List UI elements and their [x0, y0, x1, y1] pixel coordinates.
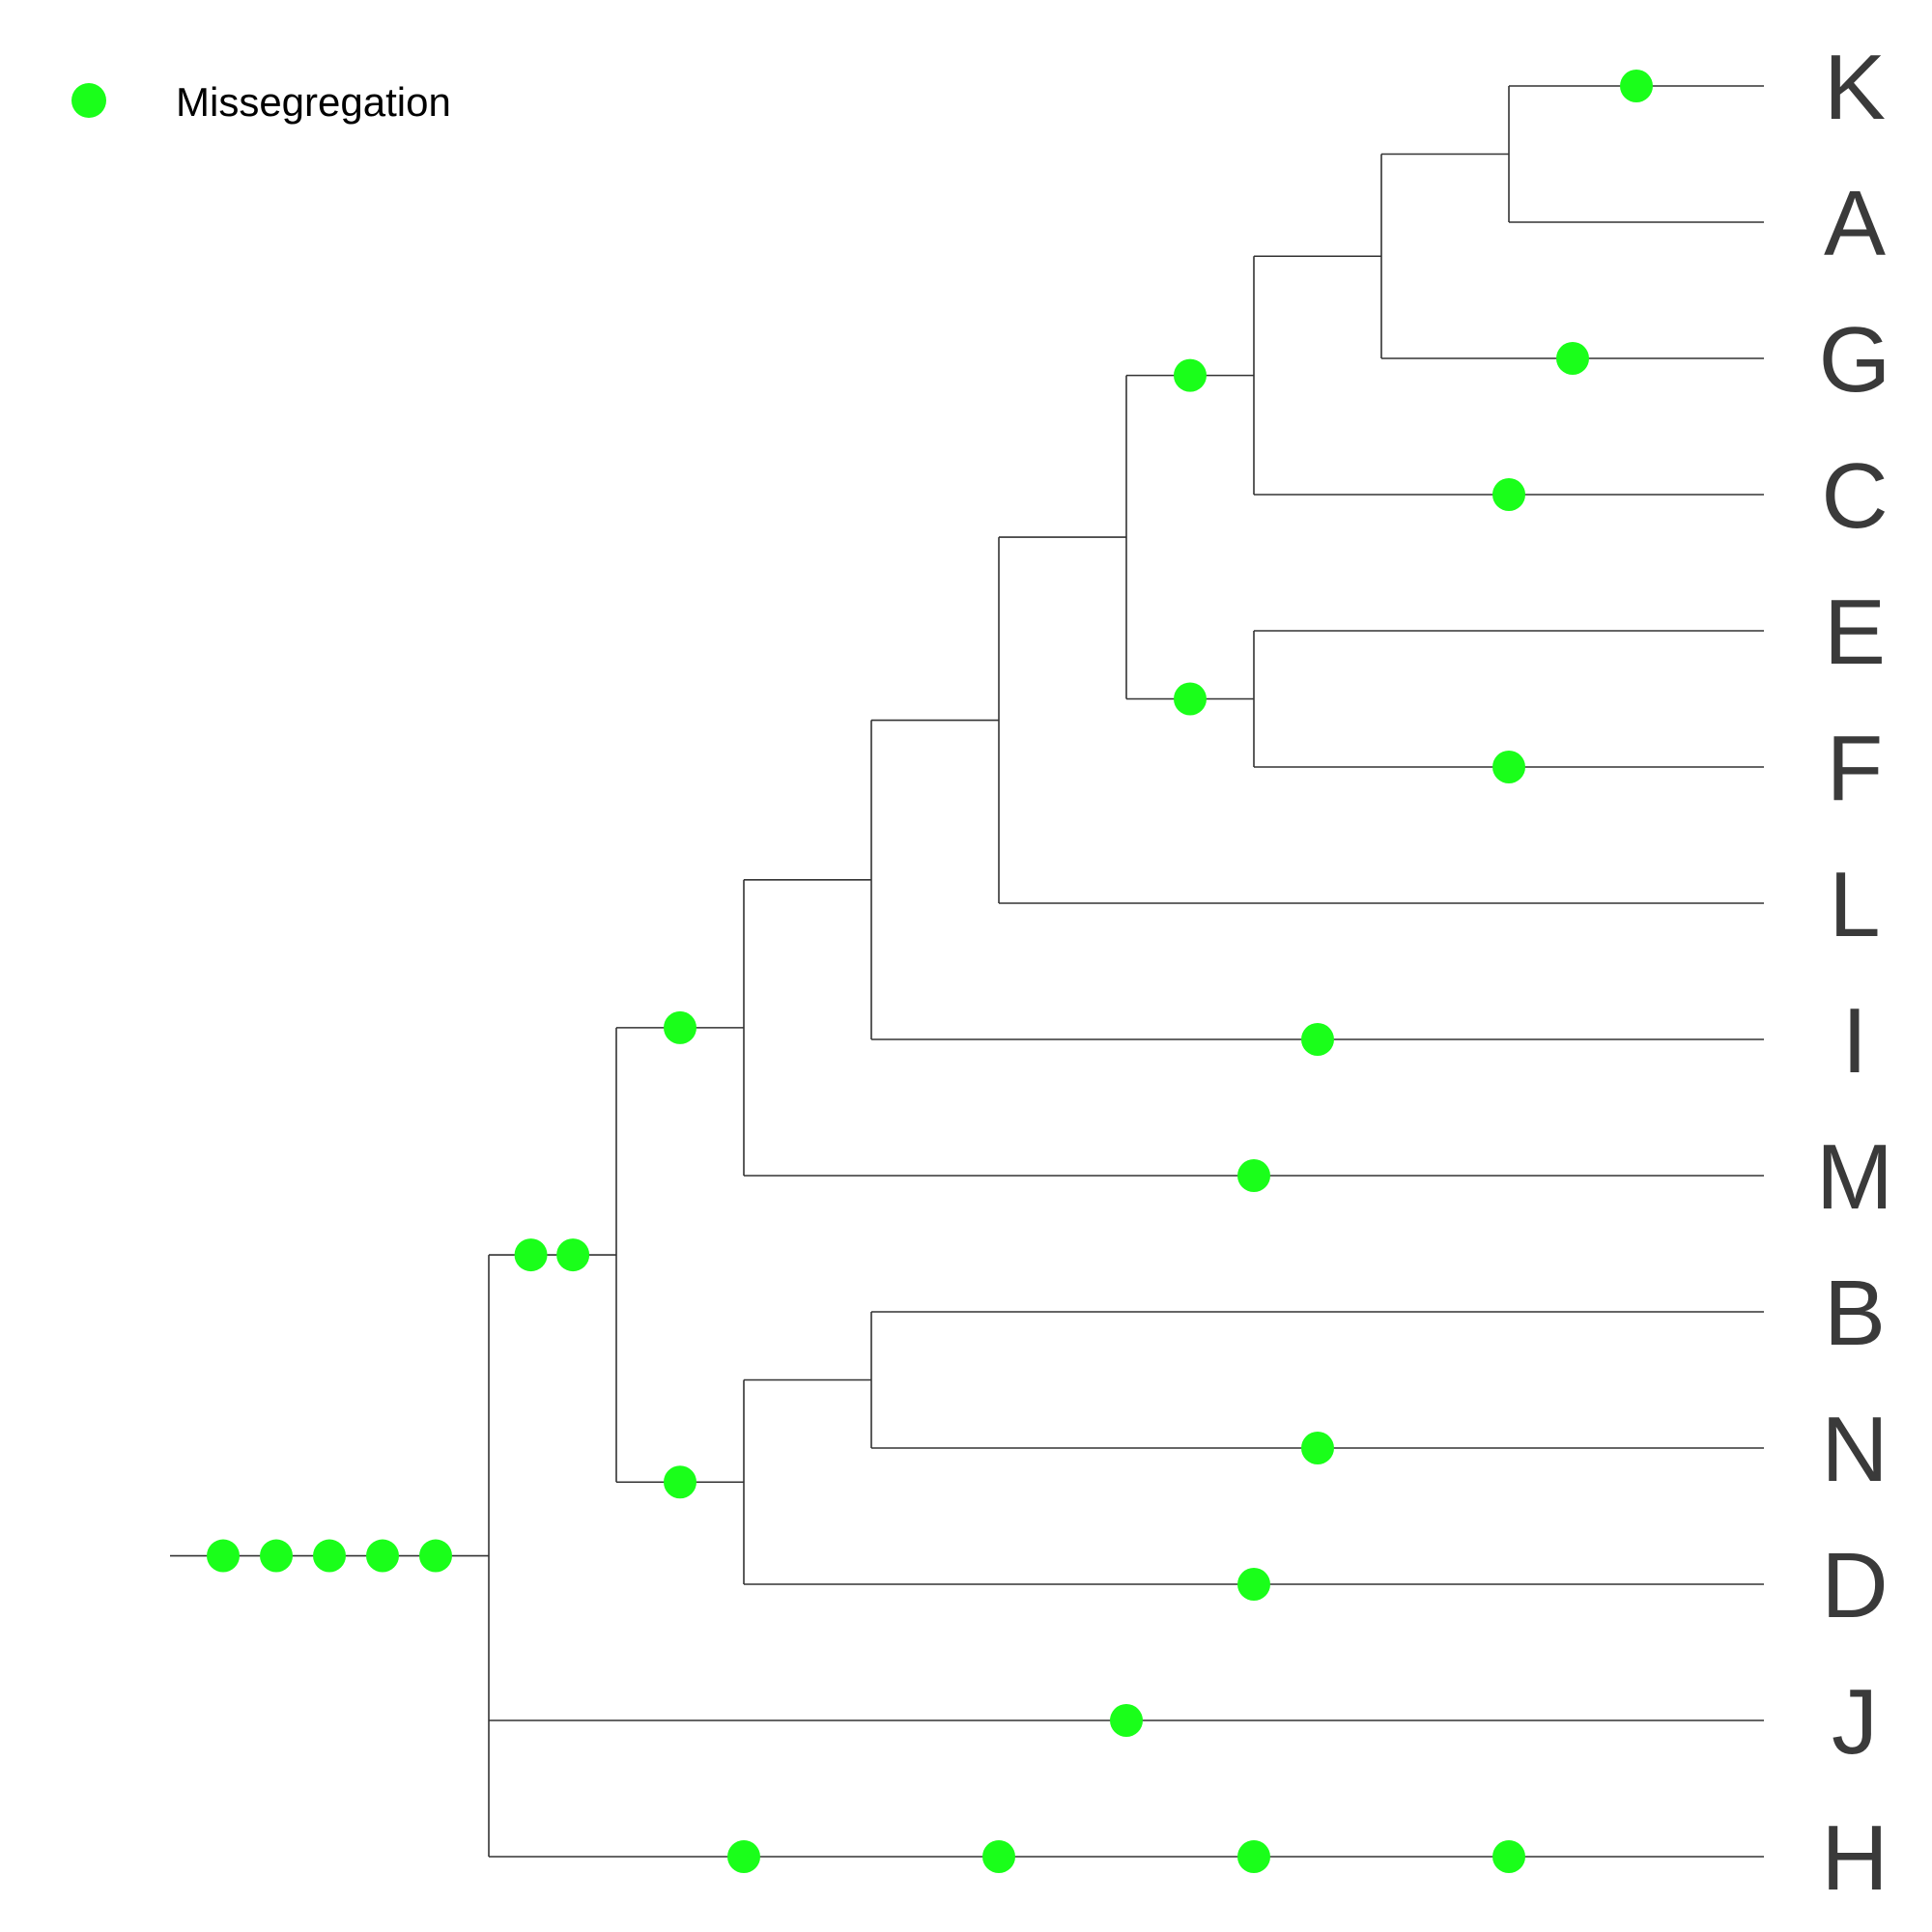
legend-label: Missegregation: [176, 79, 451, 125]
tip-label-B: B: [1824, 1262, 1886, 1365]
missegregation-event-M-1: [1237, 1159, 1270, 1192]
tip-label-G: G: [1819, 308, 1891, 412]
tip-label-M: M: [1816, 1125, 1893, 1229]
tip-label-F: F: [1827, 717, 1884, 820]
missegregation-event-root-5: [419, 1539, 452, 1573]
missegregation-event-n9-1: [1174, 682, 1207, 716]
missegregation-event-H-3: [1237, 1840, 1270, 1873]
missegregation-event-n2-1: [664, 1010, 696, 1044]
missegregation-event-H-2: [982, 1840, 1015, 1873]
missegregation-event-root-1: [207, 1539, 240, 1573]
missegregation-event-root-3: [313, 1539, 346, 1573]
missegregation-event-root-4: [366, 1539, 399, 1573]
tip-label-N: N: [1821, 1398, 1888, 1501]
missegregation-event-C-1: [1492, 478, 1525, 511]
tip-label-I: I: [1842, 989, 1868, 1093]
missegregation-event-K-1: [1620, 70, 1653, 102]
missegregation-events: [207, 70, 1653, 1873]
missegregation-event-n6-1: [1174, 358, 1207, 392]
missegregation-event-N-1: [1301, 1432, 1334, 1464]
missegregation-event-n1-1: [514, 1238, 548, 1272]
missegregation-event-n10-1: [664, 1465, 696, 1499]
tip-label-E: E: [1824, 581, 1886, 684]
tip-label-C: C: [1821, 444, 1888, 548]
missegregation-event-root-2: [260, 1539, 293, 1573]
tip-label-K: K: [1824, 36, 1886, 139]
missegregation-event-H-1: [727, 1840, 760, 1873]
missegregation-event-J-1: [1110, 1704, 1143, 1737]
missegregation-event-I-1: [1301, 1023, 1334, 1056]
legend: Missegregation: [71, 79, 451, 125]
legend-marker-icon: [71, 83, 106, 118]
tip-label-L: L: [1829, 853, 1880, 956]
missegregation-event-n1-2: [556, 1238, 590, 1272]
missegregation-event-G-1: [1556, 342, 1589, 375]
tip-label-D: D: [1821, 1534, 1888, 1637]
tip-label-A: A: [1824, 172, 1886, 275]
tree-branches: [170, 85, 1764, 1858]
missegregation-event-F-1: [1492, 751, 1525, 783]
tip-label-H: H: [1821, 1806, 1888, 1910]
missegregation-event-D-1: [1237, 1568, 1270, 1601]
tip-label-J: J: [1832, 1670, 1878, 1774]
missegregation-event-H-4: [1492, 1840, 1525, 1873]
